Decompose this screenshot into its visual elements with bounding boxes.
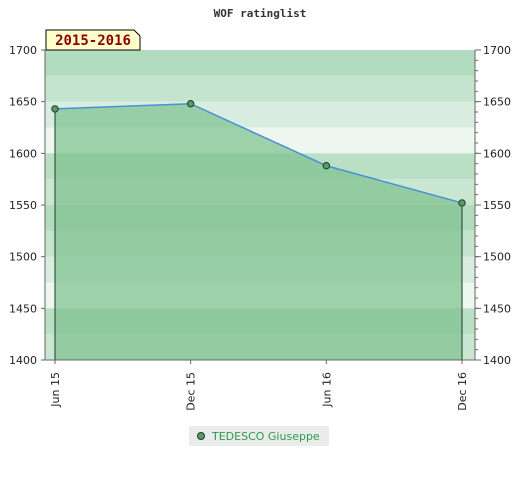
y-tick-label-left: 1400 <box>9 354 37 367</box>
y-tick-label-left: 1550 <box>9 199 37 212</box>
y-tick-label-right: 1500 <box>483 251 511 264</box>
x-tick-label: Dec 16 <box>456 372 469 411</box>
season-label: 2015-2016 <box>45 29 141 51</box>
x-tick-label: Dec 15 <box>185 372 198 411</box>
series-line <box>54 102 463 204</box>
y-tick-label-right: 1600 <box>483 147 511 160</box>
axes-layer: 1400 1400 1450 1450 1500 1500 1550 1550 1600 1600… <box>9 44 511 411</box>
legend-label: TEDESCO Giuseppe <box>212 429 320 443</box>
data-point <box>322 162 331 170</box>
season-label-text: 2015-2016 <box>55 33 131 49</box>
y-tick-label-right: 1700 <box>483 44 511 57</box>
y-tick-label-right: 1550 <box>483 199 511 212</box>
data-point <box>186 100 195 108</box>
y-tick-label-left: 1500 <box>9 251 37 264</box>
y-tick-label-left: 1700 <box>9 44 37 57</box>
y-tick-label-left: 1600 <box>9 147 37 160</box>
y-tick-label-right: 1450 <box>483 302 511 315</box>
y-tick-label-right: 1650 <box>483 96 511 109</box>
legend[interactable]: TEDESCO Giuseppe <box>189 426 329 446</box>
x-tick-label: Jun 15 <box>49 372 62 408</box>
season-label-box <box>45 29 141 51</box>
series-area <box>55 103 462 360</box>
marks-layer <box>51 100 466 207</box>
y-tick-label-left: 1450 <box>9 302 37 315</box>
y-tick-label-left: 1650 <box>9 96 37 109</box>
plot-band <box>45 50 475 76</box>
legend-marker-icon <box>197 432 205 440</box>
plot-band <box>45 75 475 102</box>
x-tick-label: Jun 16 <box>320 372 333 408</box>
chart-title: WOF ratinglist <box>214 7 307 20</box>
data-point <box>51 105 59 113</box>
data-point <box>458 199 466 207</box>
area-layer <box>54 102 463 360</box>
y-tick-label-right: 1400 <box>483 354 511 367</box>
